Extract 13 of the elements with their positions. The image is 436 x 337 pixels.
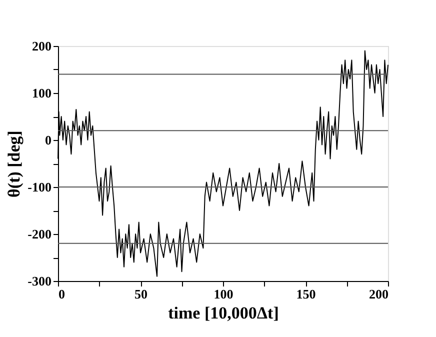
x-tick-label: 200 xyxy=(369,286,388,302)
x-axis-title: time [10,000Δt] xyxy=(168,304,279,322)
y-tick-label: -200 xyxy=(28,226,52,242)
y-tick-label: -300 xyxy=(28,274,52,288)
x-tick-label: 0 xyxy=(58,286,65,302)
y-axis-title: θ(t) [deg] xyxy=(4,130,24,198)
y-tick-label: -100 xyxy=(28,180,52,194)
y-tick-label: 200 xyxy=(32,38,52,54)
y-tick-label: 0 xyxy=(45,132,52,148)
x-tick-label: 100 xyxy=(214,286,234,302)
x-tick-label: 50 xyxy=(134,286,148,302)
y-tick-label: 100 xyxy=(32,86,52,100)
x-tick-label: 150 xyxy=(296,286,316,302)
